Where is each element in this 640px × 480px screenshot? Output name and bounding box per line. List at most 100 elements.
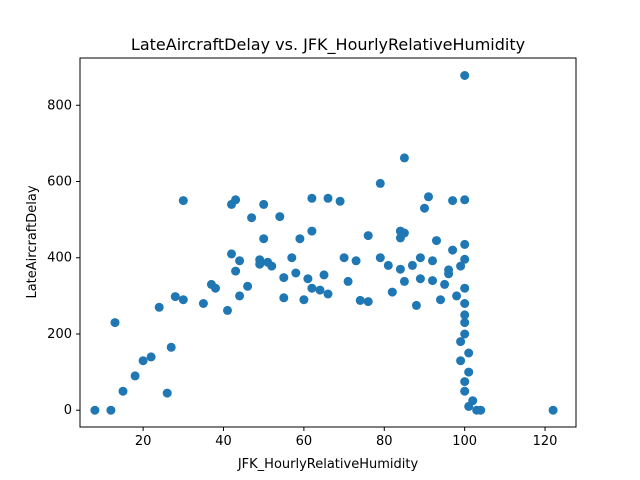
data-point: [130, 371, 140, 381]
data-point: [223, 305, 232, 315]
data-point: [448, 245, 458, 255]
x-tick-label: 60: [296, 434, 313, 449]
data-point: [323, 193, 333, 203]
data-point: [146, 352, 156, 362]
data-point: [460, 329, 470, 339]
data-point: [444, 269, 454, 279]
data-point: [399, 276, 409, 286]
data-point: [420, 203, 429, 213]
data-point: [259, 234, 269, 244]
points-layer: [90, 71, 558, 415]
data-point: [464, 401, 474, 411]
data-point: [247, 213, 257, 223]
data-point: [460, 310, 470, 320]
data-point: [198, 299, 208, 308]
data-point: [395, 233, 405, 243]
data-point: [460, 195, 470, 205]
data-point: [464, 367, 474, 377]
data-point: [363, 297, 373, 307]
data-point: [291, 268, 301, 278]
x-tick-label: 120: [533, 434, 558, 449]
data-point: [460, 386, 470, 396]
data-point: [275, 212, 285, 222]
data-point: [460, 239, 470, 249]
data-point: [90, 405, 100, 415]
data-point: [428, 276, 437, 286]
data-point: [448, 196, 458, 206]
plot-area-frame: [79, 57, 577, 428]
data-point: [460, 71, 470, 80]
data-point: [106, 405, 116, 415]
y-tick-label: 600: [47, 175, 72, 190]
data-point: [355, 295, 365, 305]
data-point: [464, 348, 474, 358]
data-point: [476, 405, 486, 415]
data-point: [319, 270, 329, 280]
data-point: [399, 153, 409, 163]
data-point: [243, 281, 253, 291]
data-point: [287, 253, 297, 263]
data-point: [343, 276, 353, 286]
data-point: [307, 226, 317, 236]
data-point: [460, 377, 470, 387]
data-point: [428, 256, 437, 266]
y-tick-label: 0: [64, 403, 72, 418]
data-point: [335, 196, 345, 206]
data-point: [227, 199, 236, 209]
x-axis-ticks: 20 40 60 80 100 120: [135, 427, 558, 449]
data-point: [460, 283, 470, 293]
data-point: [166, 342, 176, 352]
data-point: [170, 292, 180, 302]
data-point: [279, 293, 289, 303]
y-axis-ticks: 0 200 400 600 800: [47, 98, 80, 418]
data-point: [415, 253, 425, 263]
data-point: [460, 299, 470, 308]
y-tick-label: 200: [47, 327, 72, 342]
x-tick-label: 40: [215, 434, 232, 449]
data-point: [323, 289, 333, 299]
data-point: [178, 196, 188, 206]
data-point: [456, 337, 466, 347]
data-point: [299, 295, 309, 305]
data-point: [279, 273, 289, 283]
chart-title: LateAircraftDelay vs. JFK_HourlyRelative…: [131, 35, 525, 55]
data-point: [162, 388, 172, 398]
data-point: [303, 274, 313, 284]
data-point: [411, 300, 421, 310]
data-point: [548, 405, 558, 415]
data-point: [375, 253, 385, 263]
data-point: [452, 291, 462, 301]
x-axis-label: JFK_HourlyRelativeHumidity: [237, 457, 419, 472]
data-point: [231, 266, 241, 276]
data-point: [178, 295, 188, 305]
data-point: [110, 318, 120, 328]
data-point: [307, 193, 317, 203]
data-point: [460, 318, 470, 328]
data-point: [259, 199, 269, 209]
data-point: [456, 356, 466, 366]
x-tick-label: 80: [376, 434, 393, 449]
data-point: [235, 291, 245, 301]
data-point: [307, 283, 317, 293]
data-point: [383, 260, 393, 270]
data-point: [295, 234, 305, 244]
data-point: [154, 302, 164, 312]
data-point: [395, 264, 405, 274]
data-point: [227, 249, 236, 259]
y-tick-label: 800: [47, 98, 72, 113]
data-point: [118, 386, 128, 396]
data-point: [387, 287, 397, 297]
data-point: [432, 236, 441, 246]
x-tick-label: 100: [452, 434, 477, 449]
y-tick-label: 400: [47, 251, 72, 266]
data-point: [407, 260, 417, 270]
data-point: [436, 295, 445, 305]
data-point: [339, 253, 349, 263]
data-point: [211, 283, 220, 293]
data-point: [315, 285, 325, 295]
data-point: [138, 356, 148, 366]
data-point: [460, 254, 470, 264]
data-point: [255, 259, 265, 269]
data-point: [375, 178, 385, 188]
